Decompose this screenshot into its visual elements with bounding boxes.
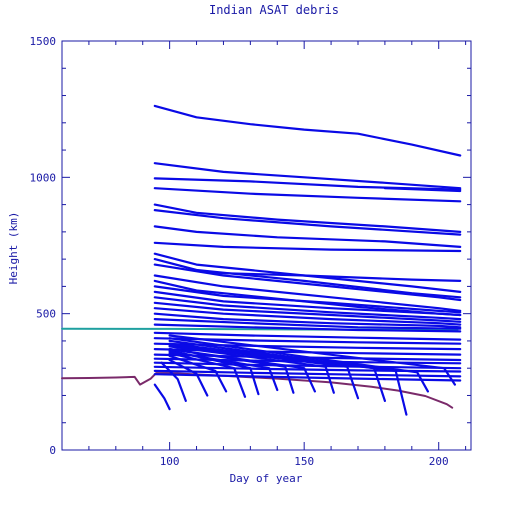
debris-track-18 bbox=[153, 290, 462, 317]
axis-layer: 100 150 200 0 500 1000 1500 bbox=[30, 35, 471, 468]
debris-track-24 bbox=[153, 323, 462, 333]
debris-track-25 bbox=[153, 331, 462, 341]
debris-track-23 bbox=[153, 318, 462, 330]
debris-track-43 bbox=[168, 348, 316, 393]
debris-track-48 bbox=[168, 337, 429, 393]
debris-track-49 bbox=[168, 334, 456, 386]
debris-track-9 bbox=[153, 225, 462, 248]
debris-track-44 bbox=[168, 345, 335, 394]
x-tick-label: 150 bbox=[294, 455, 314, 468]
debris-track-33 bbox=[153, 369, 462, 378]
y-tick-label: 500 bbox=[36, 308, 56, 321]
debris-track-22 bbox=[153, 312, 462, 329]
y-tick-label: 1000 bbox=[30, 171, 57, 184]
series-layer bbox=[61, 104, 462, 416]
debris-track-3 bbox=[153, 162, 462, 190]
x-tick-label: 200 bbox=[429, 455, 449, 468]
debris-track-35 bbox=[153, 383, 171, 411]
y-tick-label: 1500 bbox=[30, 35, 57, 48]
debris-track-38 bbox=[168, 354, 228, 393]
debris-track-31 bbox=[153, 361, 462, 370]
chart-title: Indian ASAT debris bbox=[209, 3, 339, 17]
debris-track-20 bbox=[153, 301, 462, 323]
debris-track-15 bbox=[153, 274, 462, 312]
debris-track-12 bbox=[153, 258, 462, 299]
debris-track-45 bbox=[168, 343, 360, 400]
debris-track-2 bbox=[153, 104, 462, 157]
debris-track-6 bbox=[153, 187, 462, 203]
debris-track-13 bbox=[153, 263, 462, 302]
debris-track-14 bbox=[208, 271, 462, 282]
debris-track-21 bbox=[153, 307, 462, 326]
debris-track-10 bbox=[153, 241, 462, 253]
debris-track-47 bbox=[168, 339, 408, 416]
debris-track-5 bbox=[383, 187, 462, 193]
debris-track-39 bbox=[168, 352, 247, 398]
plot-frame bbox=[61, 40, 472, 451]
x-tick-label: 100 bbox=[160, 455, 180, 468]
debris-track-34 bbox=[153, 373, 462, 382]
debris-track-41 bbox=[168, 350, 279, 392]
debris-track-19 bbox=[153, 296, 462, 321]
y-tick-label: 0 bbox=[49, 444, 56, 457]
debris-track-17 bbox=[153, 285, 462, 314]
debris-track-7 bbox=[153, 203, 462, 233]
debris-track-8 bbox=[153, 209, 462, 236]
debris-track-37 bbox=[168, 358, 209, 397]
x-axis-label: Day of year bbox=[230, 472, 303, 485]
y-axis-label: Height (km) bbox=[7, 212, 20, 285]
debris-track-36 bbox=[160, 361, 187, 402]
